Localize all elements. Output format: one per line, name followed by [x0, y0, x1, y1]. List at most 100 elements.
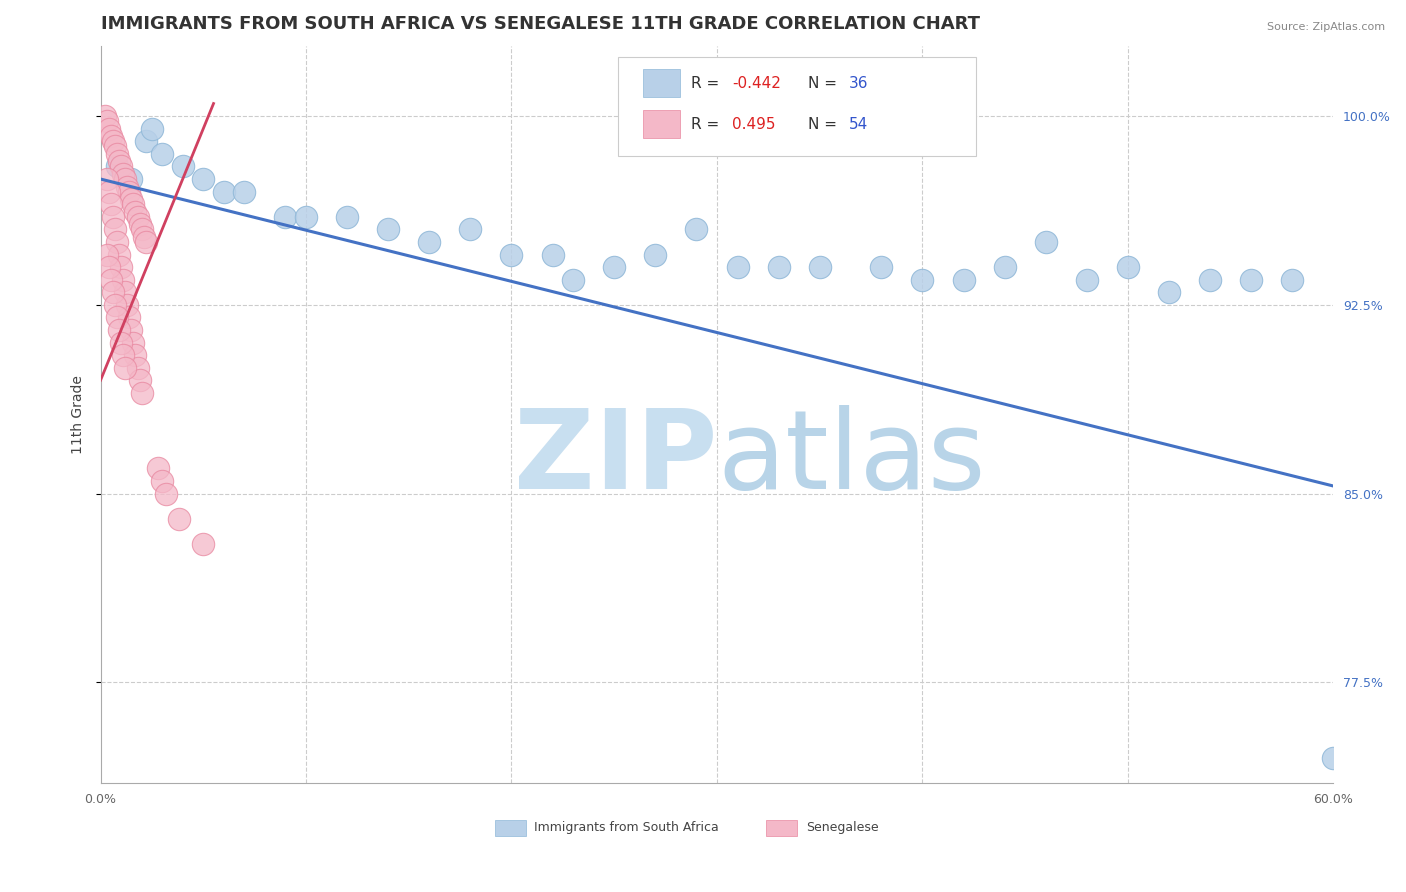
Point — [115, 298, 138, 312]
Point — [1116, 260, 1139, 274]
Point — [96, 114, 118, 128]
Point — [336, 210, 359, 224]
Point — [120, 172, 142, 186]
Y-axis label: 11th Grade: 11th Grade — [72, 375, 86, 454]
Point — [994, 260, 1017, 274]
Point — [541, 247, 564, 261]
Point — [685, 222, 707, 236]
Text: atlas: atlas — [717, 405, 986, 512]
Point — [212, 185, 235, 199]
Point — [104, 139, 127, 153]
Point — [110, 335, 132, 350]
Point — [105, 146, 128, 161]
Point — [93, 109, 115, 123]
Point — [132, 230, 155, 244]
Point — [295, 210, 318, 224]
FancyBboxPatch shape — [619, 57, 976, 156]
Point — [131, 222, 153, 236]
Point — [104, 298, 127, 312]
Point — [110, 260, 132, 274]
Point — [120, 323, 142, 337]
Point — [97, 185, 120, 199]
Point — [108, 323, 131, 337]
Point — [104, 222, 127, 236]
Point — [1035, 235, 1057, 249]
Text: 54: 54 — [849, 117, 868, 132]
Point — [112, 167, 135, 181]
Point — [562, 273, 585, 287]
FancyBboxPatch shape — [495, 820, 526, 836]
Point — [1281, 273, 1303, 287]
Point — [172, 160, 194, 174]
Text: Source: ZipAtlas.com: Source: ZipAtlas.com — [1267, 22, 1385, 32]
Point — [118, 310, 141, 325]
Point — [96, 172, 118, 186]
Text: N =: N = — [808, 117, 842, 132]
Point — [114, 285, 136, 300]
Point — [108, 247, 131, 261]
Point — [1240, 273, 1263, 287]
Text: ZIP: ZIP — [513, 405, 717, 512]
Point — [100, 129, 122, 144]
Point — [377, 222, 399, 236]
Point — [644, 247, 666, 261]
Point — [233, 185, 256, 199]
Point — [870, 260, 893, 274]
Text: IMMIGRANTS FROM SOUTH AFRICA VS SENEGALESE 11TH GRADE CORRELATION CHART: IMMIGRANTS FROM SOUTH AFRICA VS SENEGALE… — [100, 15, 980, 33]
Point — [911, 273, 934, 287]
Point — [808, 260, 831, 274]
Point — [110, 160, 132, 174]
Point — [135, 235, 157, 249]
Point — [124, 348, 146, 362]
Point — [274, 210, 297, 224]
Text: N =: N = — [808, 76, 842, 91]
Point — [1157, 285, 1180, 300]
Point — [135, 134, 157, 148]
Point — [105, 235, 128, 249]
Point — [122, 335, 145, 350]
Point — [603, 260, 626, 274]
Point — [105, 160, 128, 174]
Point — [100, 197, 122, 211]
Point — [952, 273, 974, 287]
Point — [131, 385, 153, 400]
Point — [115, 179, 138, 194]
Point — [1076, 273, 1098, 287]
Point — [100, 273, 122, 287]
Text: 0.495: 0.495 — [731, 117, 775, 132]
Point — [127, 210, 149, 224]
Point — [108, 154, 131, 169]
Point — [120, 192, 142, 206]
Text: 36: 36 — [849, 76, 869, 91]
Point — [146, 461, 169, 475]
Point — [112, 348, 135, 362]
Text: R =: R = — [692, 76, 724, 91]
Point — [97, 260, 120, 274]
Point — [122, 197, 145, 211]
FancyBboxPatch shape — [643, 110, 681, 138]
Point — [150, 474, 173, 488]
Point — [768, 260, 790, 274]
Point — [1322, 751, 1344, 765]
Point — [727, 260, 749, 274]
Point — [141, 121, 163, 136]
Point — [105, 310, 128, 325]
Point — [97, 121, 120, 136]
Point — [460, 222, 482, 236]
Point — [112, 273, 135, 287]
Point — [96, 247, 118, 261]
Point — [128, 373, 150, 387]
Text: Immigrants from South Africa: Immigrants from South Africa — [534, 821, 720, 834]
Point — [114, 360, 136, 375]
Text: -0.442: -0.442 — [731, 76, 780, 91]
FancyBboxPatch shape — [766, 820, 797, 836]
Point — [155, 486, 177, 500]
Point — [501, 247, 523, 261]
Text: R =: R = — [692, 117, 730, 132]
Point — [128, 217, 150, 231]
Point — [101, 285, 124, 300]
Point — [118, 185, 141, 199]
Point — [193, 537, 215, 551]
Point — [101, 134, 124, 148]
Point — [114, 172, 136, 186]
